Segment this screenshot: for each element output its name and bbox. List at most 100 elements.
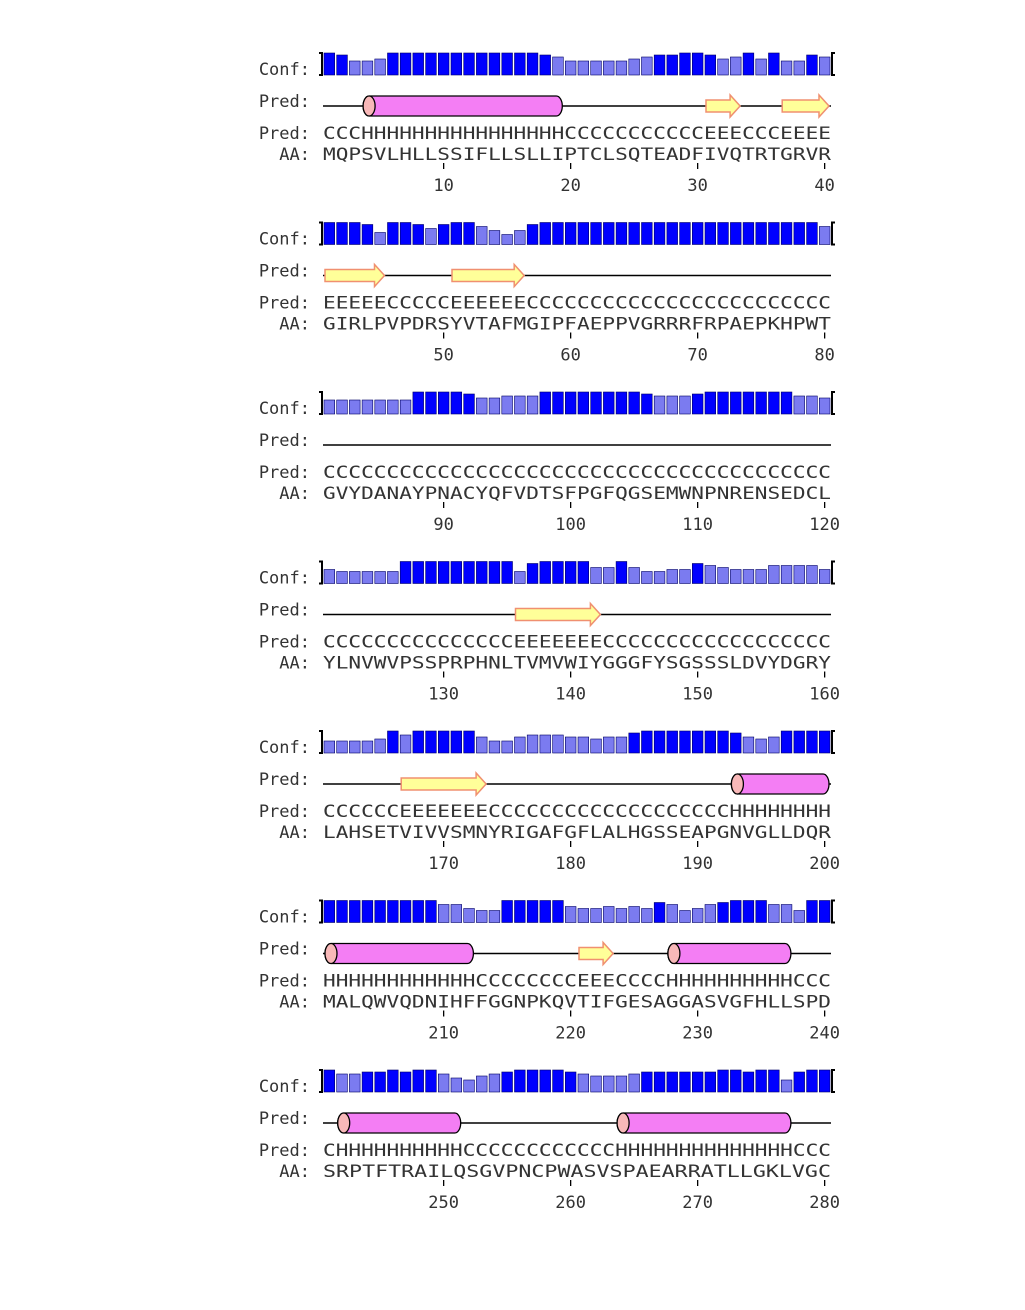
conf-bar (590, 1075, 602, 1093)
helix-cap (730, 773, 745, 795)
conf-bar (323, 569, 335, 584)
helix-body (616, 1112, 792, 1134)
prediction-block-4: Conf:Pred:Pred:AA:CCCCCCCCCCCCCCCEEEEEEE… (259, 560, 840, 705)
ruler-label: 260 (555, 1193, 586, 1213)
ruler-label: 160 (809, 685, 840, 705)
conf-bar (361, 740, 374, 754)
conf-bar (755, 391, 767, 415)
conf-bar (615, 222, 628, 245)
conf-bar (349, 740, 361, 754)
ruler-label: 10 (433, 176, 453, 196)
conf-bar (717, 730, 729, 754)
conf-bar (730, 732, 742, 754)
conf-bar (552, 1069, 564, 1093)
conf-bar (336, 571, 348, 584)
ruler-label: 110 (682, 515, 713, 535)
conf-bar (361, 60, 374, 76)
conf-bar (463, 1079, 475, 1093)
strand-arrow (324, 262, 386, 289)
strand-arrow (514, 601, 602, 628)
conf-bar (742, 569, 755, 584)
conf-bar (463, 908, 475, 923)
conf-bar (387, 1069, 399, 1093)
conf-bar (463, 393, 475, 415)
conf-bar (780, 1079, 793, 1093)
conf-bracket-left (319, 221, 323, 246)
ruler-label: 190 (682, 854, 713, 874)
conf-bar (653, 902, 666, 923)
ruler-label: 90 (433, 515, 453, 535)
conf-bar (361, 571, 374, 584)
strand-arrow (578, 940, 615, 967)
conf-bar (349, 1073, 361, 1093)
conf-bar (818, 397, 831, 415)
conf-bar (501, 561, 513, 584)
conf-bar (653, 54, 666, 76)
conf-bar (679, 910, 691, 923)
conf-bar (730, 391, 742, 415)
ruler-label: 50 (433, 346, 453, 366)
conf-bar (691, 52, 704, 76)
conf-bar (476, 1075, 488, 1093)
pred-label: Pred: (259, 601, 310, 621)
helix-body (324, 942, 475, 965)
conf-bar (450, 730, 462, 754)
conf-bar (780, 565, 793, 584)
conf-bracket-right (831, 560, 835, 585)
strand-arrow (400, 771, 488, 797)
conf-bar (412, 900, 424, 923)
conf-bar (628, 58, 640, 76)
conf-bar (323, 1069, 335, 1093)
conf-bar (768, 904, 780, 923)
conf-bar (374, 738, 386, 754)
helix-cylinder (730, 773, 830, 795)
ruler-label: 130 (428, 685, 459, 705)
conf-bar (323, 52, 335, 76)
conf-bar (717, 902, 729, 923)
conf-bar (463, 561, 475, 584)
conf-bar (691, 730, 704, 754)
conf-bar (323, 399, 335, 415)
conf-bar (742, 900, 755, 923)
conf-bar (641, 56, 653, 76)
conf-bracket-right (831, 1069, 835, 1093)
aa-label: AA: (279, 823, 310, 843)
ruler-label: 20 (560, 176, 580, 196)
conf-bar (526, 900, 539, 923)
conf-bar (666, 395, 678, 415)
conf-bar (780, 222, 793, 245)
conf-bar (653, 730, 666, 754)
conf-bar (679, 569, 691, 584)
conf-bar (399, 1071, 412, 1093)
conf-bar (564, 1071, 577, 1093)
conf-bar (399, 734, 412, 754)
pred-sequence: CCCHHHHHHHHHHHHHHHHCCCCCCCCCCCEEECCCEEEE (323, 124, 831, 144)
ruler-label: 60 (560, 346, 580, 366)
conf-bracket-left (319, 560, 323, 585)
conf-bar (577, 561, 589, 584)
conf-bar (717, 567, 729, 584)
conf-bar (793, 60, 805, 76)
conf-bar (323, 222, 335, 245)
conf-bar (806, 1069, 818, 1093)
conf-bar (425, 1069, 437, 1093)
conf-bar (374, 571, 386, 584)
pred-sequence: EEEEECCCCCEEEEEECCCCCCCCCCCCCCCCCCCCCCCC (323, 294, 831, 314)
helix-body (362, 95, 563, 117)
conf-bar (818, 1069, 831, 1093)
conf-bar (425, 900, 437, 923)
helix-cylinder (616, 1112, 792, 1134)
ruler-label: 210 (428, 1024, 459, 1044)
conf-bar (717, 58, 729, 76)
ruler-label: 100 (555, 515, 586, 535)
conf-bar (755, 738, 767, 754)
ruler-label: 200 (809, 854, 840, 874)
conf-bar (577, 222, 589, 245)
conf-bar (463, 52, 475, 76)
conf-bar (818, 730, 831, 754)
prediction-block-6: Conf:Pred:Pred:AA:HHHHHHHHHHHHCCCCCCCCEE… (259, 899, 840, 1044)
conf-bar (437, 904, 450, 923)
conf-bar (387, 399, 399, 415)
conf-bar (806, 222, 818, 245)
prediction-block-3: Conf:Pred:Pred:AA:CCCCCCCCCCCCCCCCCCCCCC… (259, 391, 840, 535)
